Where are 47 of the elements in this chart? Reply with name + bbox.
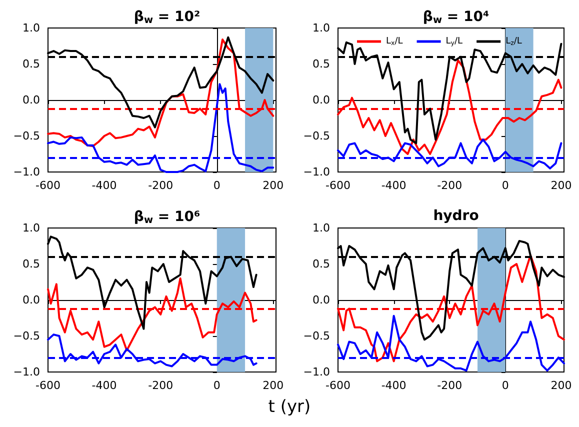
y-tick-label: −1.0 [13, 366, 40, 378]
y-tick-label: 0.5 [22, 258, 40, 270]
y-tick-label: 0.0 [22, 294, 40, 306]
x-tick-label: 0 [213, 179, 220, 192]
x-tick-label: -400 [381, 379, 406, 392]
x-tick-label: 200 [262, 179, 284, 192]
x-tick-label: -400 [92, 379, 117, 392]
y-tick-label: −1.0 [303, 366, 330, 378]
y-tick-label: −1.0 [303, 166, 330, 178]
x-tick-label: -200 [148, 379, 174, 392]
x-tick-label: -600 [326, 179, 350, 192]
y-tick-label: −0.5 [13, 330, 40, 342]
line-series [337, 138, 562, 170]
x-tick-label: -600 [36, 379, 60, 392]
x-tick-label: -600 [36, 179, 60, 192]
x-tick-label: 200 [550, 179, 572, 192]
y-tick-label: 1.0 [312, 22, 330, 34]
y-tick-label: −1.0 [13, 166, 40, 178]
line-series [337, 314, 565, 372]
x-axis-title: t (yr) [267, 397, 312, 417]
y-tick-label: 0.0 [22, 94, 40, 106]
y-tick-label: 1.0 [22, 22, 40, 34]
x-tick-label: -400 [92, 179, 117, 192]
y-tick-label: 0.5 [312, 58, 330, 70]
x-tick-label: -600 [326, 379, 350, 392]
y-tick-label: 0.0 [312, 94, 330, 106]
y-tick-label: −0.5 [303, 130, 330, 142]
y-tick-label: 0.0 [312, 294, 330, 306]
x-tick-label: -400 [381, 179, 406, 192]
x-tick-label: -200 [148, 179, 174, 192]
line-series [47, 83, 274, 173]
y-tick-label: −0.5 [303, 330, 330, 342]
x-tick-label: 0 [502, 179, 509, 192]
y-tick-label: 1.0 [312, 222, 330, 234]
x-tick-label: 0 [502, 379, 509, 392]
x-tick-label: -200 [437, 379, 462, 392]
chart-title: hydro [433, 208, 480, 224]
x-tick-label: 200 [550, 379, 572, 392]
x-tick-label: 0 [213, 379, 220, 392]
x-tick-label: 200 [262, 379, 284, 392]
y-tick-label: −0.5 [13, 130, 40, 142]
y-tick-label: 0.5 [312, 258, 330, 270]
y-tick-label: 1.0 [22, 222, 40, 234]
y-tick-label: 0.5 [22, 58, 40, 70]
line-series [47, 38, 274, 148]
line-series [337, 59, 562, 155]
x-tick-label: -200 [437, 179, 462, 192]
